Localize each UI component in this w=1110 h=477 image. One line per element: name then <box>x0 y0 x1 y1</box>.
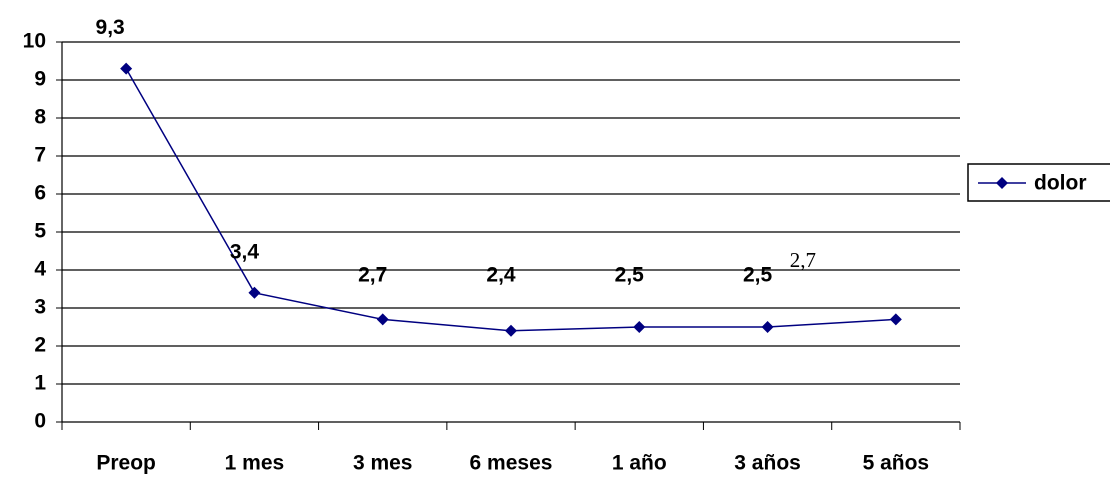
legend: dolor <box>967 163 1110 202</box>
data-point <box>889 313 902 326</box>
x-tick-label: 1 mes <box>225 452 285 475</box>
series-line <box>125 68 896 332</box>
x-tick-label: 3 mes <box>353 452 413 475</box>
data-label: 2,4 <box>486 264 516 287</box>
y-tick-label: 10 <box>23 30 46 53</box>
y-tick-label: 9 <box>34 68 46 91</box>
x-tick-label: Preop <box>96 452 156 475</box>
y-tick-label: 6 <box>34 182 46 205</box>
data-label: 2,5 <box>743 264 773 287</box>
data-label: 9,3 <box>96 16 125 39</box>
data-label: 2,7 <box>790 248 816 272</box>
y-tick-label: 8 <box>34 106 46 129</box>
data-label: 3,4 <box>230 240 260 263</box>
y-tick-label: 7 <box>34 144 46 167</box>
y-tick-label: 3 <box>34 296 46 319</box>
x-tick-label: 6 meses <box>470 452 553 475</box>
data-point <box>633 321 646 333</box>
data-label: 2,7 <box>358 264 387 287</box>
y-tick-label: 1 <box>34 372 46 395</box>
data-point <box>376 313 389 326</box>
data-point <box>505 324 517 337</box>
y-tick-label: 5 <box>34 220 46 243</box>
data-point <box>248 286 261 299</box>
y-tick-label: 4 <box>34 258 46 281</box>
data-label: 2,5 <box>615 264 645 287</box>
legend-label: dolor <box>1034 172 1087 195</box>
data-point <box>761 321 774 333</box>
legend-marker <box>996 177 1008 189</box>
y-tick-label: 0 <box>34 410 46 433</box>
y-tick-label: 2 <box>34 334 46 357</box>
x-tick-label: 5 años <box>863 452 930 475</box>
x-tick-label: 1 año <box>612 452 667 475</box>
x-tick-label: 3 años <box>734 452 801 475</box>
data-point <box>120 62 133 75</box>
